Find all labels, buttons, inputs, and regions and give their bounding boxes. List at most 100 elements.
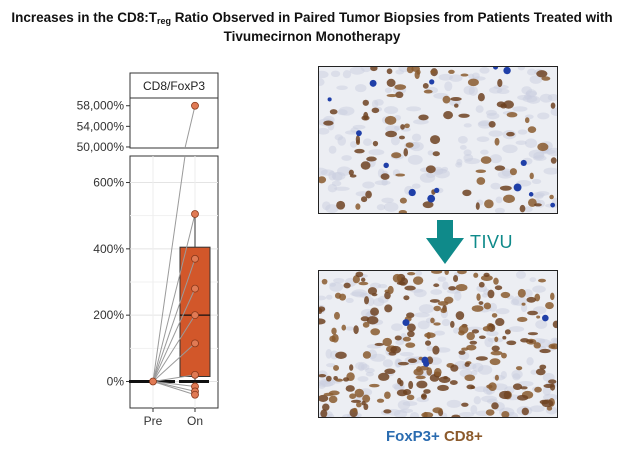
cd8-cell	[519, 204, 526, 213]
nucleus	[542, 385, 552, 396]
nucleus	[517, 129, 528, 135]
y-tick-label-upper: 54,000%	[77, 119, 125, 133]
nucleus	[383, 202, 399, 212]
cd8-cell	[386, 78, 396, 87]
cd8-cell	[476, 177, 486, 185]
foxp3-cell	[513, 183, 522, 192]
cd8-cell	[537, 142, 549, 152]
nucleus	[331, 180, 342, 187]
pair-line	[152, 380, 196, 387]
nucleus	[472, 72, 480, 80]
cd8-cell	[487, 289, 495, 299]
nucleus	[494, 207, 505, 213]
cd8-cell	[345, 385, 355, 392]
nucleus	[337, 136, 347, 146]
cd8-cell	[358, 281, 369, 286]
nucleus	[468, 86, 478, 96]
cd8-cell	[458, 350, 466, 355]
nucleus	[486, 112, 500, 120]
foxp3-cell	[520, 159, 527, 166]
cd8-cell	[548, 379, 557, 384]
cd8-cell	[475, 169, 487, 173]
cd8-cell	[319, 318, 326, 325]
cd8-cell	[475, 356, 488, 361]
nucleus	[527, 68, 537, 76]
cd8-cell	[526, 296, 537, 303]
nucleus	[352, 124, 366, 130]
cd8-cell	[331, 333, 339, 343]
nucleus	[399, 351, 414, 357]
title-part-2: Ratio Observed in Paired Tumor Biopsies …	[170, 10, 613, 25]
cd8-cell	[398, 209, 407, 213]
nucleus	[515, 140, 527, 145]
nucleus	[486, 330, 499, 337]
cd8-cell	[469, 340, 478, 345]
nucleus	[488, 130, 503, 137]
pair-line	[152, 155, 186, 382]
cd8-cell	[509, 168, 517, 176]
cd8-cell	[321, 278, 328, 285]
cd8-cell	[495, 318, 505, 327]
cd8-cell	[501, 352, 507, 359]
nucleus	[459, 145, 467, 150]
nucleus	[319, 127, 330, 135]
nucleus	[478, 121, 490, 127]
nucleus	[515, 271, 526, 279]
nucleus	[337, 109, 348, 116]
nucleus	[521, 86, 533, 95]
cd8-cell	[429, 299, 440, 303]
cd8-cell	[548, 343, 557, 350]
nucleus	[434, 330, 445, 336]
nucleus	[480, 149, 489, 155]
cd8-cell	[499, 185, 512, 191]
tivu-label: TIVU	[470, 232, 514, 252]
cd8-cell	[370, 307, 379, 316]
cd8-cell	[396, 281, 406, 285]
cd8-cell	[382, 337, 392, 347]
nucleus	[531, 178, 542, 185]
cd8-cell	[406, 323, 416, 332]
cd8-cell	[362, 394, 371, 403]
cd8-cell	[491, 313, 498, 318]
cd8-cell	[450, 320, 455, 328]
cd8-cell	[397, 361, 409, 366]
cd8-cell	[484, 199, 494, 209]
cd8-cell	[402, 336, 412, 342]
cd8-cell	[480, 275, 493, 281]
nucleus	[520, 303, 528, 313]
cd8-cell	[415, 375, 426, 380]
nucleus	[493, 84, 509, 90]
cd8-cell	[431, 271, 443, 274]
nucleus	[533, 155, 547, 162]
cd8-cell	[541, 76, 551, 81]
cd8-cell	[353, 325, 359, 335]
nucleus	[427, 150, 435, 156]
point-on	[191, 284, 199, 293]
cd8-cell	[423, 89, 433, 94]
nucleus	[345, 130, 359, 135]
cd8-cell	[406, 67, 414, 74]
cd8-cell	[499, 390, 512, 400]
foxp3-cell	[369, 79, 377, 87]
stain-legend: FoxP3+ CD8+	[386, 428, 483, 445]
cd8-cell	[450, 364, 459, 372]
cd8-cell	[534, 386, 542, 393]
cd8-cell	[398, 135, 405, 140]
facet-label: CD8/FoxP3	[143, 79, 205, 93]
cd8-cell	[418, 114, 429, 121]
nucleus	[444, 81, 453, 92]
cd8-cell	[485, 409, 495, 416]
cd8-cell	[368, 383, 380, 388]
cd8-cell	[448, 286, 457, 291]
cd8-cell	[527, 310, 538, 316]
cd8-cell	[482, 325, 492, 332]
nucleus	[355, 361, 368, 370]
nucleus	[351, 289, 368, 298]
point-pre	[149, 377, 157, 386]
cd8-cell	[454, 103, 459, 108]
cd8-cell	[403, 295, 410, 301]
cd8-cell	[383, 409, 392, 414]
nucleus	[532, 285, 546, 293]
cd8-cell	[416, 69, 421, 75]
cd8-cell	[521, 407, 529, 416]
